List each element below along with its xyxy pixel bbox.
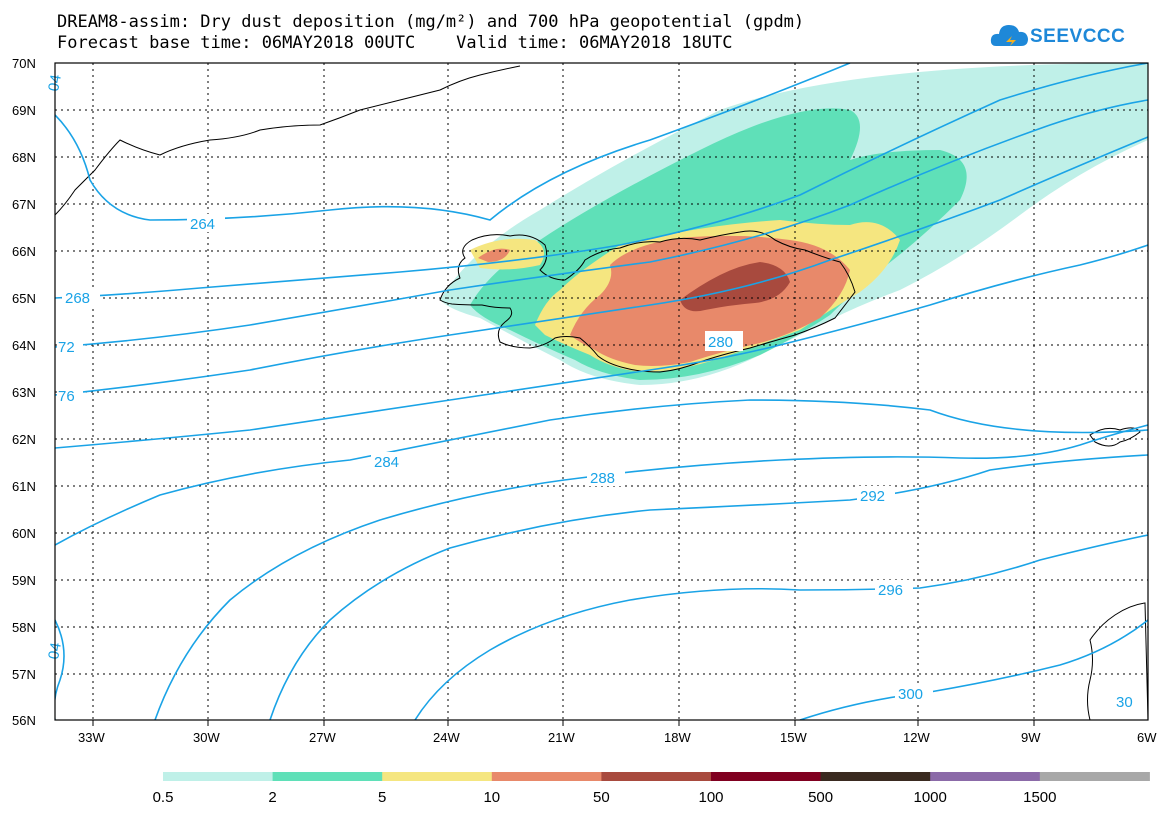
colorbar-swatch [601, 772, 712, 781]
lat-label: 68N [12, 150, 36, 165]
map-title: DREAM8-assim: Dry dust deposition (mg/m²… [57, 12, 805, 32]
contour-labels: 264 268 72 76 284 288 292 296 300 30 280… [45, 73, 1143, 711]
map-subtitle: Forecast base time: 06MAY2018 00UTC Vali… [57, 33, 733, 53]
axis-ticks [92, 720, 1035, 726]
contour-label: 292 [860, 488, 885, 505]
lat-label: 60N [12, 526, 36, 541]
lat-label: 56N [12, 713, 36, 728]
cloud-icon [990, 25, 1028, 46]
colorbar-label: 1000 [914, 789, 947, 806]
colorbar-label: 10 [483, 789, 500, 806]
lon-label: 9W [1021, 730, 1041, 745]
lat-label: 62N [12, 432, 36, 447]
colorbar-swatch [272, 772, 383, 781]
colorbar-label: 100 [698, 789, 723, 806]
lat-label: 70N [12, 56, 36, 71]
colorbar-label: 5 [378, 789, 386, 806]
lat-label: 63N [12, 385, 36, 400]
seevccc-logo: SEEVCCC [990, 18, 1140, 58]
colorbar-swatch [1039, 772, 1150, 781]
contour-label: 280 [708, 334, 733, 351]
geopotential-contours [55, 63, 1148, 720]
lon-label: 6W [1137, 730, 1157, 745]
latitude-labels: 70N 69N 68N 67N 66N 65N 64N 63N 62N 61N … [12, 56, 36, 728]
contour-label: 284 [374, 454, 399, 471]
contour-label: 264 [190, 216, 215, 233]
contour-label: 30 [1116, 694, 1133, 711]
lon-label: 21W [548, 730, 575, 745]
colorbar-swatch [820, 772, 931, 781]
contour-label: 288 [590, 470, 615, 487]
colorbar-swatch [711, 772, 822, 781]
lat-label: 64N [12, 338, 36, 353]
contour-label: 76 [58, 388, 75, 405]
colorbar-swatch [930, 772, 1041, 781]
map-frame [54, 62, 1149, 721]
colorbar-label: 1500 [1023, 789, 1056, 806]
colorbar-label: 2 [268, 789, 276, 806]
lat-label: 59N [12, 573, 36, 588]
logo-text: SEEVCCC [1030, 26, 1126, 47]
coastlines [55, 65, 1148, 720]
contour-label: 268 [65, 290, 90, 307]
colorbar-label: 50 [593, 789, 610, 806]
lon-label: 18W [664, 730, 691, 745]
lon-label: 24W [433, 730, 460, 745]
contour-label: 300 [898, 686, 923, 703]
lat-label: 66N [12, 244, 36, 259]
colorbar-label: 500 [808, 789, 833, 806]
lon-label: 15W [780, 730, 807, 745]
graticule [55, 63, 1148, 720]
colorbar-label: 0.5 [153, 789, 174, 806]
colorbar: 0.5 2 5 10 50 100 500 1000 1500 [153, 772, 1150, 806]
lat-label: 57N [12, 667, 36, 682]
lon-label: 30W [193, 730, 220, 745]
dust-deposition-shading [440, 63, 1148, 385]
lon-label: 33W [78, 730, 105, 745]
lat-label: 58N [12, 620, 36, 635]
colorbar-swatch [163, 772, 274, 781]
lat-label: 65N [12, 291, 36, 306]
lat-label: 67N [12, 197, 36, 212]
colorbar-swatch [491, 772, 602, 781]
longitude-labels: 33W 30W 27W 24W 21W 18W 15W 12W 9W 6W [78, 730, 1157, 745]
contour-label: 296 [878, 582, 903, 599]
colorbar-swatch [382, 772, 493, 781]
lat-label: 69N [12, 103, 36, 118]
lon-label: 27W [309, 730, 336, 745]
lon-label: 12W [903, 730, 930, 745]
lat-label: 61N [12, 479, 36, 494]
contour-label: 72 [58, 339, 75, 356]
